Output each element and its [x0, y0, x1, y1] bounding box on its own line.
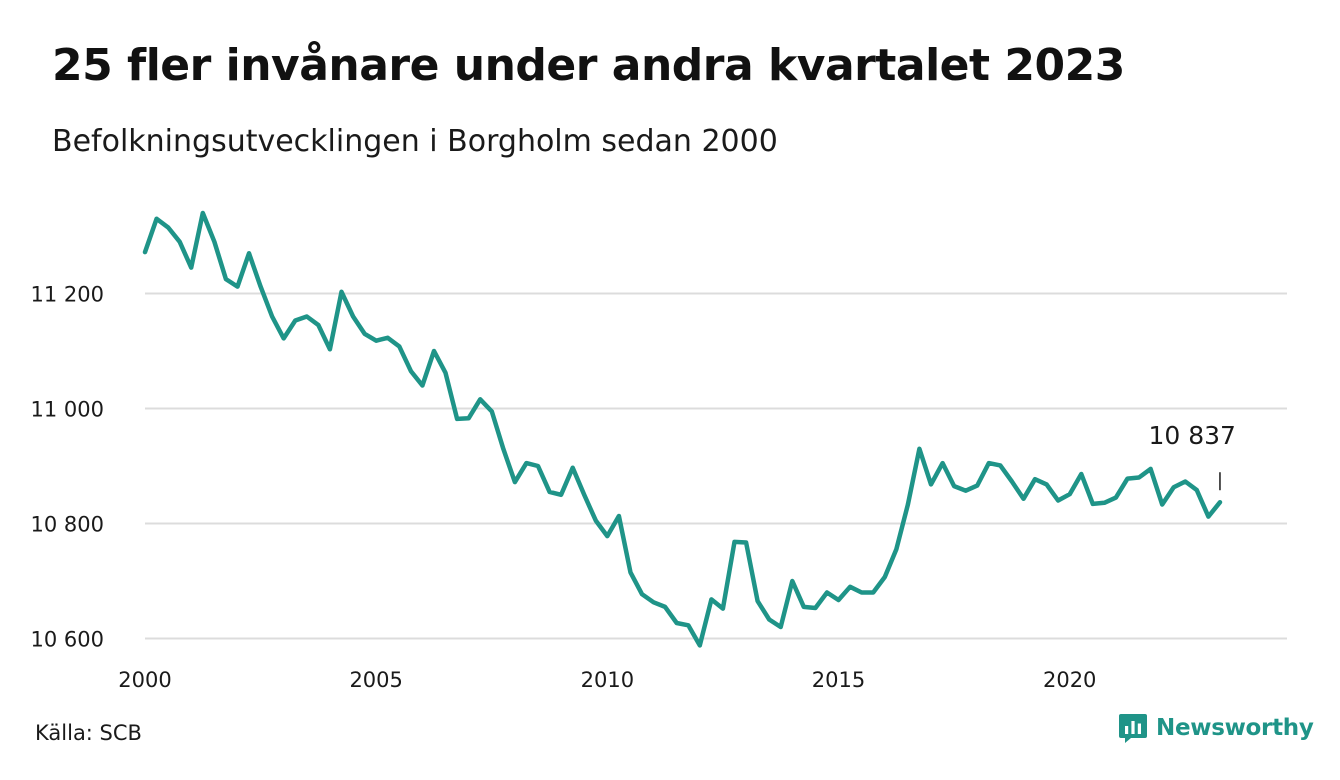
- x-axis-ticks: 2000 2005 2010 2015 2020: [118, 668, 1096, 692]
- line-chart: 10 600 10 800 11 000 11 200 2000 2005 2010 201…: [31, 210, 1287, 692]
- chart-title: 25 fler invånare under andra kvartalet 2…: [52, 40, 1125, 91]
- x-tick-label: 2010: [581, 668, 634, 692]
- x-tick-label: 2000: [118, 668, 171, 692]
- y-tick-label: 11 000: [31, 398, 104, 422]
- series-line: [142, 210, 1223, 648]
- x-tick-label: 2015: [812, 668, 865, 692]
- newsworthy-logo-icon: [1119, 714, 1147, 743]
- chart-subtitle: Befolkningsutvecklingen i Borgholm sedan…: [52, 124, 778, 159]
- grid-lines: [145, 292, 1287, 640]
- annotation-label: 10 837: [1148, 421, 1235, 450]
- y-axis-ticks: 10 600 10 800 11 000 11 200: [31, 283, 104, 652]
- series-group: [142, 210, 1223, 648]
- brand-name: Newsworthy: [1156, 715, 1314, 741]
- annotation-group: 10 837: [1148, 421, 1236, 491]
- y-tick-label: 10 600: [31, 628, 104, 652]
- brand-logo: Newsworthy: [1118, 712, 1314, 744]
- x-tick-label: 2005: [349, 668, 402, 692]
- source-label: Källa: SCB: [35, 721, 142, 745]
- y-tick-label: 10 800: [31, 513, 104, 537]
- y-tick-label: 11 200: [31, 283, 104, 307]
- x-tick-label: 2020: [1043, 668, 1096, 692]
